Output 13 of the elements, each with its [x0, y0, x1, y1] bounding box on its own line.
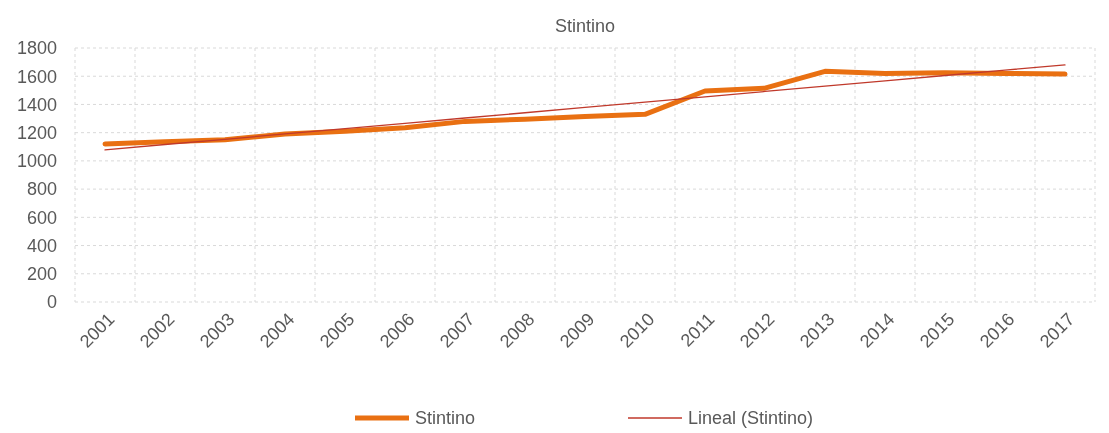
legend-label: Lineal (Stintino) — [688, 408, 814, 429]
y-tick-label: 1000 — [16, 151, 57, 172]
legend-label: Stintino — [415, 408, 476, 429]
y-tick-label: 200 — [26, 264, 57, 285]
y-tick-label: 600 — [26, 207, 57, 228]
y-tick-label: 1600 — [16, 66, 57, 87]
y-tick-label: 400 — [26, 235, 57, 256]
y-tick-label: 800 — [26, 179, 57, 200]
y-tick-label: 0 — [46, 292, 57, 313]
chart-title: Stintino — [554, 16, 616, 36]
y-tick-label: 1800 — [16, 38, 57, 59]
y-tick-label: 1200 — [16, 122, 57, 143]
y-tick-label: 1400 — [16, 94, 57, 115]
